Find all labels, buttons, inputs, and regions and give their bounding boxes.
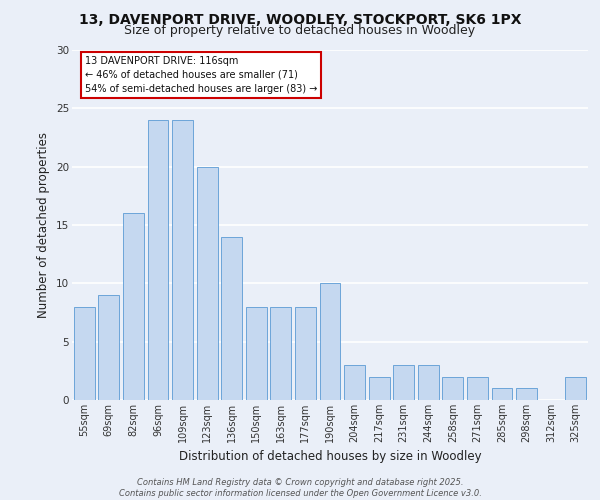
Text: Contains HM Land Registry data © Crown copyright and database right 2025.
Contai: Contains HM Land Registry data © Crown c… (119, 478, 481, 498)
Bar (271, 306, 292, 400)
Bar (295, 306, 316, 400)
Y-axis label: Number of detached properties: Number of detached properties (37, 132, 50, 318)
Bar (148, 120, 169, 400)
Bar (221, 236, 242, 400)
Bar (491, 388, 512, 400)
Bar (98, 295, 119, 400)
Bar (197, 166, 218, 400)
Bar (516, 388, 537, 400)
Bar (320, 284, 340, 400)
Bar (123, 214, 144, 400)
X-axis label: Distribution of detached houses by size in Woodley: Distribution of detached houses by size … (179, 450, 481, 464)
Bar (368, 376, 389, 400)
Bar (442, 376, 463, 400)
Bar (565, 376, 586, 400)
Bar (344, 365, 365, 400)
Bar (467, 376, 488, 400)
Bar (393, 365, 414, 400)
Bar (246, 306, 267, 400)
Bar (74, 306, 95, 400)
Text: 13, DAVENPORT DRIVE, WOODLEY, STOCKPORT, SK6 1PX: 13, DAVENPORT DRIVE, WOODLEY, STOCKPORT,… (79, 12, 521, 26)
Bar (172, 120, 193, 400)
Text: Size of property relative to detached houses in Woodley: Size of property relative to detached ho… (124, 24, 476, 37)
Bar (418, 365, 439, 400)
Text: 13 DAVENPORT DRIVE: 116sqm
← 46% of detached houses are smaller (71)
54% of semi: 13 DAVENPORT DRIVE: 116sqm ← 46% of deta… (85, 56, 317, 94)
